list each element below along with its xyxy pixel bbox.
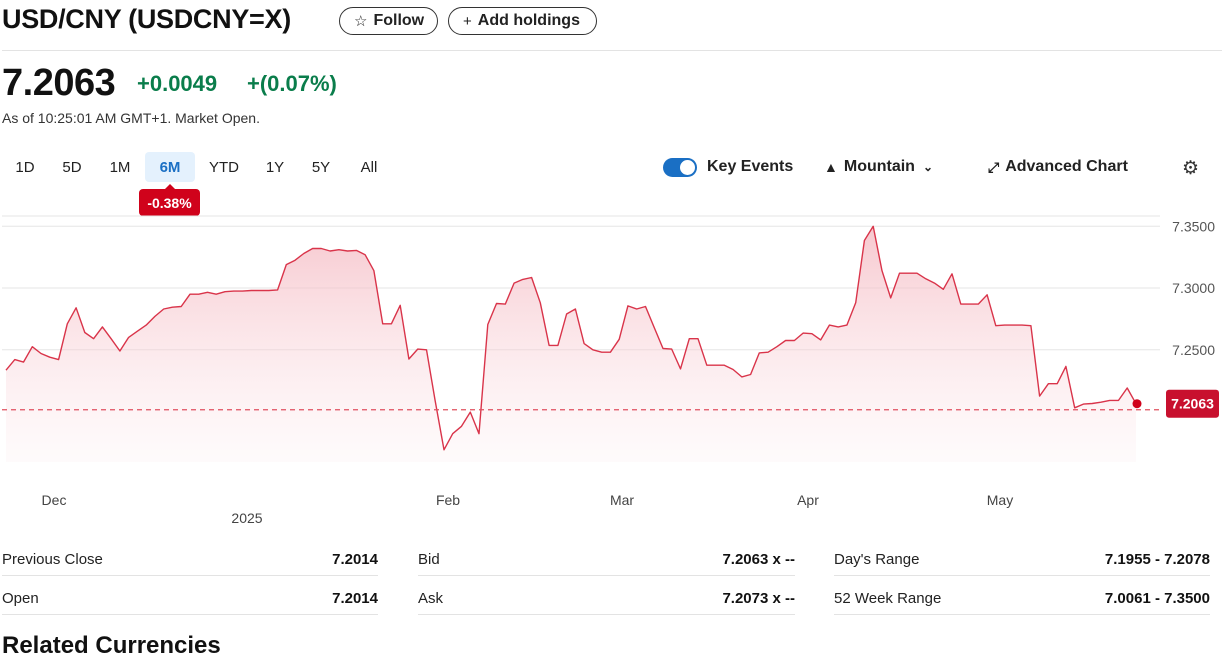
- chart-type-label: Mountain: [843, 158, 915, 175]
- expand-icon: ⤢: [988, 158, 1000, 175]
- x-tick-label: Dec: [42, 492, 67, 508]
- range-1y[interactable]: 1Y: [265, 158, 285, 176]
- y-tick-label: 7.3000: [1172, 280, 1215, 296]
- key-events-label: Key Events: [707, 158, 794, 175]
- section-heading: Related Currencies: [2, 632, 221, 659]
- stat-label: 52 Week Range: [834, 590, 942, 607]
- row-divider: [2, 614, 378, 615]
- last-price-tag: [1166, 389, 1219, 418]
- chart-type-dropdown[interactable]: ▲ Mountain ⌄: [824, 158, 933, 176]
- range-ytd[interactable]: YTD: [209, 158, 239, 176]
- y-tick-label: 7.3500: [1172, 218, 1215, 234]
- star-icon: ☆: [354, 13, 368, 30]
- row-divider: [418, 575, 795, 576]
- as-of-timestamp: As of 10:25:01 AM GMT+1. Market Open.: [2, 110, 260, 126]
- year-label: 2025: [231, 510, 262, 526]
- header-divider: [2, 50, 1222, 51]
- stat-label: Previous Close: [2, 551, 103, 568]
- stat-value: 7.2063 x --: [722, 551, 795, 568]
- price-change: +0.0049: [137, 71, 218, 96]
- x-tick-label: Apr: [797, 492, 819, 508]
- row-divider: [418, 614, 795, 615]
- price-change-percent: +(0.07%): [247, 71, 337, 96]
- price-line: [5, 225, 1137, 451]
- add-holdings-button[interactable]: + Add holdings: [448, 7, 597, 35]
- x-tick-label: Mar: [610, 492, 634, 508]
- last-price-label: 7.2063: [1171, 396, 1214, 412]
- stat-label: Open: [2, 590, 39, 607]
- range-1d[interactable]: 1D: [15, 158, 35, 176]
- stat-value: 7.2014: [332, 551, 378, 568]
- row-divider: [2, 575, 378, 576]
- stat-value: 7.0061 - 7.3500: [1104, 590, 1210, 607]
- key-events-toggle[interactable]: [663, 158, 697, 177]
- price: 7.2063: [2, 62, 116, 104]
- plus-icon: +: [463, 12, 472, 30]
- x-tick-label: Feb: [436, 492, 460, 508]
- y-tick-label: 7.2500: [1172, 342, 1215, 358]
- row-divider: [834, 614, 1210, 615]
- follow-button[interactable]: ☆ Follow: [339, 7, 438, 35]
- page-title: USD/CNY (USDCNY=X): [2, 4, 291, 34]
- period-change-badge: -0.38%: [139, 184, 200, 216]
- gear-icon[interactable]: ⚙: [1182, 158, 1200, 179]
- stat-label: Ask: [418, 590, 444, 607]
- mountain-icon: ▲: [824, 159, 838, 175]
- row-divider: [834, 575, 1210, 576]
- add-holdings-label: Add holdings: [477, 12, 580, 29]
- stat-label: Day's Range: [834, 551, 920, 568]
- range-5d[interactable]: 5D: [62, 158, 82, 176]
- advanced-chart-button[interactable]: ⤢ Advanced Chart: [988, 158, 1128, 176]
- toggle-knob: [680, 160, 695, 175]
- follow-label: Follow: [373, 12, 425, 29]
- range-1m[interactable]: 1M: [109, 158, 131, 176]
- last-price-dot: [1132, 399, 1142, 409]
- range-5y[interactable]: 5Y: [311, 158, 331, 176]
- advanced-chart-label: Advanced Chart: [1005, 158, 1128, 175]
- chevron-down-icon: ⌄: [922, 160, 934, 174]
- price-chart[interactable]: 7.3500 7.3000 7.2500 7.2063 Dec Feb Mar Apr May 2…: [0, 196, 1232, 536]
- price-area: [6, 226, 1136, 462]
- x-tick-label: May: [987, 492, 1013, 508]
- range-6m[interactable]: 6M: [145, 152, 195, 182]
- stat-value: 7.2014: [332, 590, 378, 607]
- range-all[interactable]: All: [360, 158, 378, 176]
- stat-value: 7.2073 x --: [722, 590, 795, 607]
- stat-value: 7.1955 - 7.2078: [1104, 551, 1210, 568]
- stat-label: Bid: [418, 551, 440, 568]
